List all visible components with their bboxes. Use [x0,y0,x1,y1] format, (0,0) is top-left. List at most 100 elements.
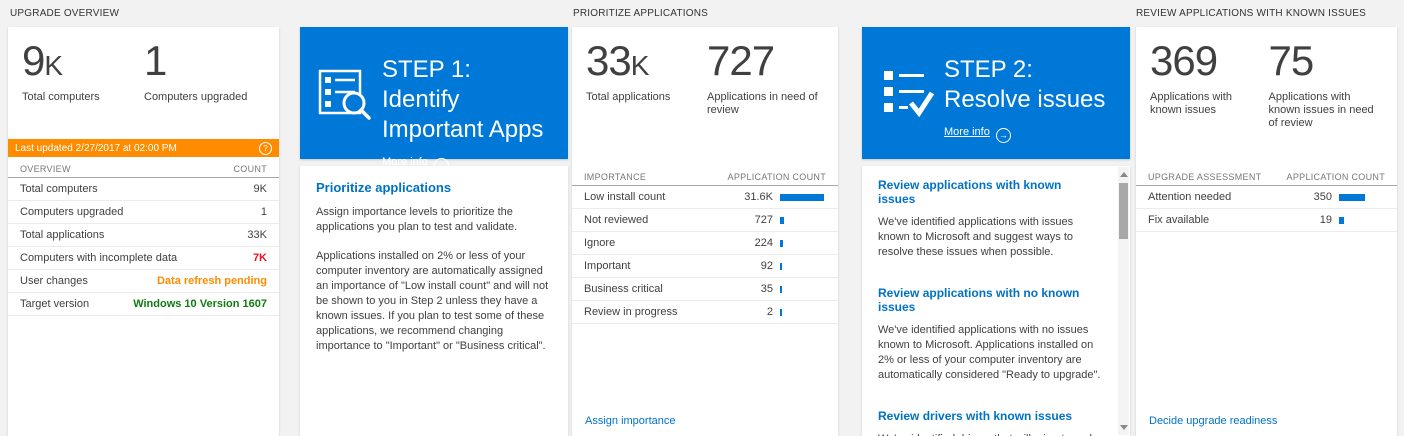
importance-table-row[interactable]: Important 92 [572,255,838,278]
stat-label: Total computers [22,91,100,103]
help-icon[interactable]: ? [259,141,272,155]
stat-value: 75 [1268,37,1315,84]
row-value: 350 [1313,191,1332,203]
assessment-table-row[interactable]: Attention needed 350 [1136,186,1397,209]
row-label: Computers with incomplete data [20,252,178,264]
resolve-section-heading[interactable]: Review drivers with known issues [878,409,1073,423]
stat-block: 1 Computers upgraded [144,39,266,105]
importance-table-row[interactable]: Business critical 35 [572,278,838,301]
importance-table-row[interactable]: Ignore 224 [572,232,838,255]
stat-label: Applications with known issues in need o… [1268,91,1374,129]
row-label: Review in progress [584,306,678,318]
resolve-section: Review applications with known issues We… [878,178,1102,260]
assessment-table-row[interactable]: Fix available 19 [1136,209,1397,232]
assign-importance-link[interactable]: Assign importance [585,415,676,427]
row-value: 35 [760,283,773,295]
column-header-count: COUNT [233,164,267,174]
resolve-section-text: We've identified applications with issue… [878,216,1074,258]
count-bar [780,285,782,293]
scroll-down-icon[interactable] [1120,425,1128,430]
row-label: Attention needed [1148,191,1232,203]
stat-value: 9K [22,37,63,84]
resolve-section-text: We've identified drivers that will migra… [878,432,1102,436]
stat-block: 369 Applications with known issues [1150,39,1269,123]
resolve-issues-card: Review applications with known issues We… [862,166,1130,436]
step1-tile[interactable]: STEP 1: Identify Important Apps More inf… [300,27,568,173]
scroll-up-icon[interactable] [1120,172,1128,177]
count-bar-track [780,193,826,201]
upgrade-assessment-table: UPGRADE ASSESSMENT APPLICATION COUNT Att… [1136,165,1397,232]
decide-upgrade-readiness-link[interactable]: Decide upgrade readiness [1149,415,1278,427]
last-updated-banner: Last updated 2/27/2017 at 02:00 PM ? [8,139,279,157]
section-label-prioritize-applications: PRIORITIZE APPLICATIONS [573,8,708,19]
identify-apps-icon [318,69,371,120]
stat-label: Applications with known issues [1150,91,1232,116]
stat-value: 33K [586,37,649,84]
scrollbar-thumb[interactable] [1119,183,1128,239]
row-label: Target version [20,298,90,310]
row-value: Data refresh pending [156,275,267,287]
applications-stats-card: 33K Total applications 727 Applications … [572,27,838,436]
row-value: 19 [1319,214,1332,226]
stat-value: 727 [707,37,775,84]
overview-table-row: Total computers 9K [8,178,279,201]
importance-table-row[interactable]: Not reviewed 727 [572,209,838,232]
count-bar [1339,193,1365,201]
more-info-arrow-icon: → [995,128,1011,143]
resolve-section-heading[interactable]: Review applications with known issues [878,178,1062,206]
resolve-issues-icon [884,71,934,118]
step2-tile[interactable]: STEP 2: Resolve issues More info → [862,27,1130,159]
count-bar [780,193,824,201]
row-label: User changes [20,275,88,287]
step1-tile-text: STEP 1: Identify Important Apps More inf… [382,55,554,173]
step1-title: STEP 1: Identify Important Apps [382,56,544,143]
stat-label: Applications in need of review [707,91,818,116]
row-label: Total applications [20,229,105,241]
row-value: 1 [260,206,267,218]
count-bar-track [780,308,826,316]
importance-table-row[interactable]: Review in progress 2 [572,301,838,324]
row-value: Windows 10 Version 1607 [133,298,267,310]
overview-table-row: Target version Windows 10 Version 1607 [8,293,279,316]
section-label-upgrade-overview: UPGRADE OVERVIEW [10,8,120,19]
count-bar [780,239,783,247]
step1-more-info-link[interactable]: More info [382,156,428,168]
importance-table-row[interactable]: Low install count 31.6K [572,186,838,209]
count-bar-track [780,216,826,224]
stat-label: Total applications [586,91,671,103]
row-value: 727 [754,214,773,226]
row-value: 92 [760,260,773,272]
stat-label: Computers upgraded [144,91,248,103]
count-bar-track [780,239,826,247]
stat-suffix: K [44,50,63,81]
importance-table-header: IMPORTANCE APPLICATION COUNT [572,165,838,186]
stat-value: 1 [144,37,167,84]
prioritize-paragraph-1: Assign importance levels to prioritize t… [316,206,518,233]
resolve-section-heading[interactable]: Review applications with no known issues [878,286,1080,314]
prioritize-heading[interactable]: Prioritize applications [316,180,452,195]
row-label: Low install count [584,191,666,203]
known-issues-stats-card: 369 Applications with known issues 75 Ap… [1136,27,1397,436]
resolve-section-text: We've identified applications with no is… [878,324,1101,381]
stat-block: 9K Total computers [22,39,144,105]
column-header-overview: OVERVIEW [20,164,71,174]
resolve-section: Review applications with no known issues… [878,286,1102,383]
overview-table-row: Total applications 33K [8,224,279,247]
prioritize-applications-card: Prioritize applications Assign importanc… [300,166,568,436]
row-label: Important [584,260,631,272]
step2-more-info-link[interactable]: More info [944,126,990,138]
overview-table-row: Computers with incomplete data 7K [8,247,279,270]
count-bar [780,262,782,270]
row-value: 33K [247,229,267,241]
row-value: 31.6K [744,191,773,203]
count-bar [780,216,784,224]
column-header-application-count: APPLICATION COUNT [727,172,826,182]
row-value: 7K [252,252,267,264]
stat-value: 369 [1150,37,1218,84]
overview-table-body: Total computers 9K Computers upgraded 1 … [8,178,279,316]
upgrade-assessment-table-header: UPGRADE ASSESSMENT APPLICATION COUNT [1136,165,1397,186]
scrollbar[interactable] [1118,167,1129,435]
section-label-review-known-issues: REVIEW APPLICATIONS WITH KNOWN ISSUES [1136,8,1367,19]
applications-stats: 33K Total applications 727 Applications … [572,27,838,123]
count-bar-track [780,285,826,293]
